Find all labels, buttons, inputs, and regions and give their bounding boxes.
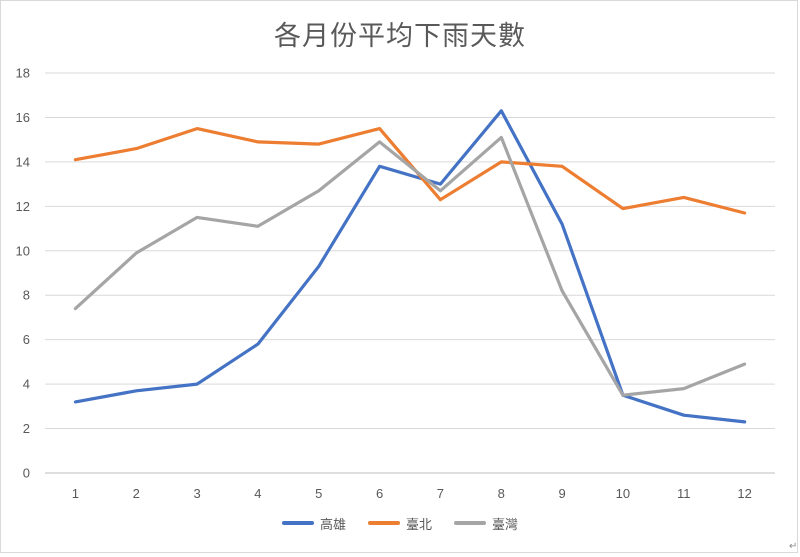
legend-swatch bbox=[281, 521, 314, 525]
x-tick-label: 10 bbox=[616, 486, 630, 501]
y-tick-label: 0 bbox=[23, 466, 30, 481]
y-tick-label: 12 bbox=[16, 199, 30, 214]
y-tick-label: 14 bbox=[16, 154, 30, 169]
y-tick-label: 4 bbox=[23, 377, 30, 392]
x-tick-label: 1 bbox=[72, 486, 79, 501]
chart-legend: 高雄 臺北 臺灣 bbox=[0, 512, 800, 534]
x-tick-label: 4 bbox=[254, 486, 261, 501]
legend-swatch bbox=[454, 521, 486, 525]
y-tick-label: 2 bbox=[23, 421, 30, 436]
x-tick-label: 7 bbox=[437, 486, 444, 501]
legend-item-2: 臺灣 bbox=[454, 514, 518, 533]
y-tick-label: 8 bbox=[23, 288, 30, 303]
x-tick-label: 9 bbox=[558, 486, 565, 501]
x-tick-label: 6 bbox=[376, 486, 383, 501]
series-line-1 bbox=[73, 127, 747, 215]
x-tick-label: 8 bbox=[498, 486, 505, 501]
y-tick-label: 18 bbox=[16, 66, 30, 81]
series-line-0 bbox=[73, 109, 747, 424]
x-tick-label: 5 bbox=[315, 486, 322, 501]
legend-label: 臺北 bbox=[405, 517, 432, 533]
legend-item-0: 高雄 bbox=[281, 514, 346, 533]
x-tick-label: 12 bbox=[737, 486, 751, 501]
legend-label: 臺灣 bbox=[492, 517, 519, 533]
legend-swatch bbox=[367, 521, 400, 525]
x-tick-label: 11 bbox=[677, 486, 691, 501]
x-tick-label: 2 bbox=[133, 486, 140, 501]
y-tick-label: 10 bbox=[16, 243, 30, 258]
series-line-2 bbox=[73, 135, 747, 397]
x-tick-label: 3 bbox=[193, 486, 200, 501]
chart-title: 各月份平均下雨天數 bbox=[274, 21, 526, 52]
paragraph-mark: ↵ bbox=[789, 541, 798, 552]
y-tick-label: 6 bbox=[23, 332, 30, 347]
y-tick-label: 16 bbox=[16, 110, 30, 125]
legend-label: 高雄 bbox=[319, 517, 346, 533]
legend-item-1: 臺北 bbox=[367, 514, 432, 533]
